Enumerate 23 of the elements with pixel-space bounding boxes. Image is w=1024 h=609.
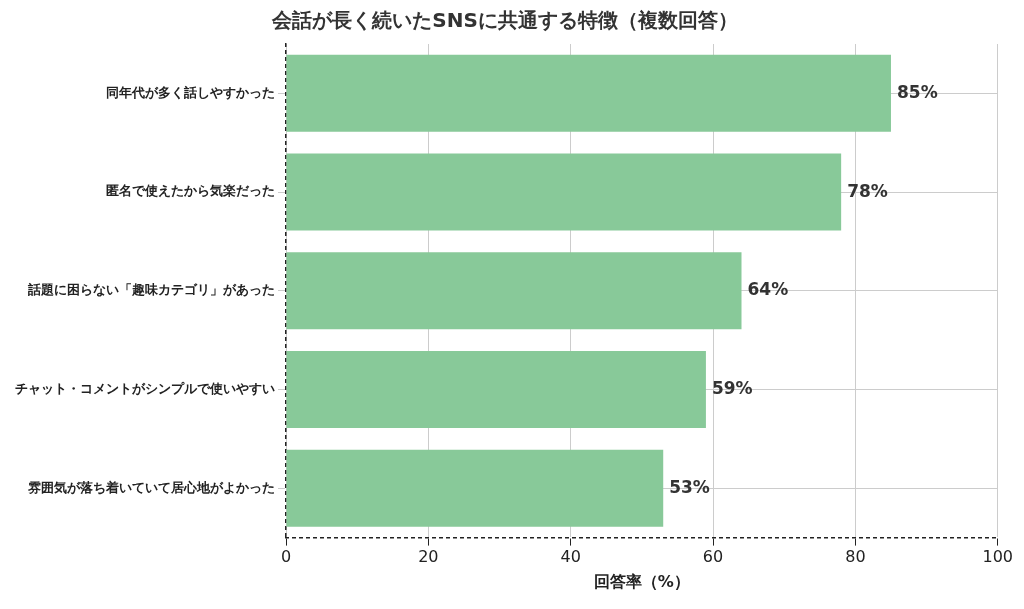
- y-tick-label: 話題に困らない「趣味カテゴリ」があった: [27, 282, 275, 298]
- bar: [286, 153, 842, 231]
- bar: [286, 351, 706, 429]
- x-tick-label: 80: [845, 547, 866, 567]
- x-tick-label: 100: [982, 547, 1013, 567]
- data-label: 59%: [711, 377, 753, 398]
- bar: [286, 54, 891, 132]
- y-tick-label: 匿名で使えたから気楽だった: [106, 183, 275, 199]
- bar: [286, 252, 742, 330]
- data-label: 85%: [896, 81, 938, 102]
- x-tick-label: 0: [280, 547, 292, 567]
- bar: [286, 449, 664, 527]
- data-label: 64%: [747, 279, 789, 300]
- x-axis-title: 回答率（%）: [593, 571, 690, 591]
- data-label: 78%: [847, 180, 888, 201]
- data-label: 53%: [669, 476, 710, 497]
- x-tick-label: 60: [702, 547, 724, 567]
- x-tick-label: 20: [418, 547, 439, 567]
- y-tick-label: チャット・コメントがシンプルで使いやすい: [15, 380, 275, 396]
- y-tick-label: 雰囲気が落ち着いていて居心地がよかった: [28, 479, 275, 495]
- y-tick-label: 同年代が多く話しやすかった: [106, 84, 275, 100]
- chart-title: 会話が長く続いたSNSに共通する特徴（複数回答）: [271, 8, 738, 33]
- x-tick-label: 40: [560, 547, 581, 567]
